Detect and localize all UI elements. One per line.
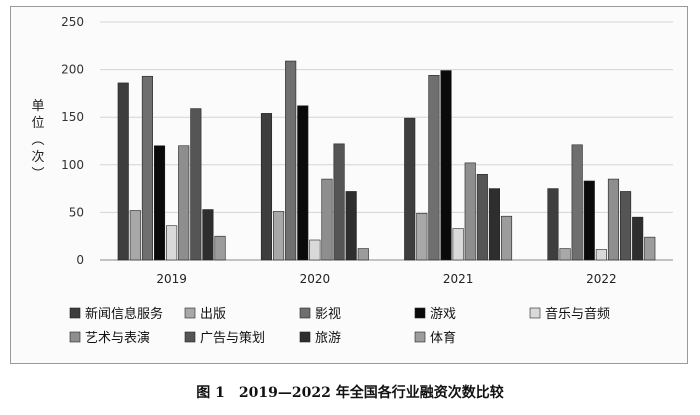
- bar: [141, 75, 153, 261]
- x-tick-label: 2022: [586, 272, 617, 286]
- bar: [273, 211, 285, 261]
- legend-label: 旅游: [315, 331, 341, 346]
- bar: [153, 145, 166, 261]
- y-axis-label-char: ︶: [31, 167, 44, 182]
- bar: [464, 162, 476, 261]
- y-axis-label-char: 单: [31, 99, 44, 114]
- y-axis-label-char: ︵: [31, 133, 44, 148]
- legend-swatch: [529, 307, 541, 319]
- bar: [440, 70, 452, 261]
- y-tick-label: 50: [69, 205, 84, 219]
- bar: [117, 82, 129, 261]
- bar: [202, 209, 214, 261]
- bar: [500, 215, 513, 261]
- legend-swatch: [299, 307, 311, 319]
- legend-label: 广告与策划: [200, 330, 265, 346]
- bar: [178, 145, 190, 261]
- legend-swatch: [69, 307, 81, 319]
- y-axis-label-char: 位: [31, 116, 44, 131]
- bar: [452, 228, 464, 261]
- legend-swatch: [299, 331, 311, 343]
- bar: [190, 108, 202, 261]
- bar: [309, 239, 321, 261]
- bar: [595, 249, 607, 261]
- bar: [583, 180, 595, 261]
- bar: [632, 216, 644, 261]
- y-tick-label: 100: [61, 158, 84, 172]
- y-tick-label: 0: [76, 253, 84, 267]
- bar: [644, 236, 656, 261]
- x-tick-label: 2020: [300, 272, 331, 286]
- y-tick-label: 150: [61, 110, 84, 124]
- bar: [547, 188, 559, 261]
- legend-swatch: [184, 307, 196, 319]
- bar: [571, 144, 583, 261]
- bar: [416, 213, 428, 261]
- legend-label: 新闻信息服务: [85, 306, 163, 322]
- legend-swatch: [414, 307, 426, 319]
- bar: [260, 113, 273, 261]
- bar: [476, 174, 488, 261]
- bar: [214, 235, 226, 261]
- bar: [357, 248, 369, 261]
- bar: [404, 117, 416, 261]
- bar: [321, 178, 333, 261]
- bar: [333, 143, 345, 261]
- y-tick-label: 200: [61, 63, 84, 77]
- x-tick-label: 2019: [156, 272, 187, 286]
- bar-chart: 0 50 100 150 200 250 单位 ︵次 ︶ 2019 2020 2021 2022 新闻信息…: [31, 15, 673, 346]
- y-tick-label: 250: [61, 15, 84, 29]
- legend-label: 影视: [315, 307, 341, 322]
- bar: [607, 178, 620, 261]
- bar: [166, 225, 178, 261]
- legend-label: 音乐与音频: [545, 306, 610, 322]
- bar: [297, 105, 309, 261]
- figure-caption: 图 1 2019—2022 年全国各行业融资次数比较: [196, 385, 504, 401]
- bar: [488, 188, 500, 261]
- bar: [345, 191, 357, 261]
- legend-label: 体育: [430, 330, 456, 346]
- legend-swatch: [184, 331, 196, 343]
- y-axis-label-char: 次: [31, 149, 44, 165]
- x-tick-label: 2021: [443, 272, 474, 286]
- bar: [620, 191, 632, 261]
- legend-label: 出版: [200, 307, 226, 322]
- bar: [559, 248, 571, 261]
- bar: [129, 210, 141, 261]
- bar: [285, 60, 297, 261]
- bar: [428, 75, 440, 261]
- legend-label: 游戏: [430, 307, 456, 322]
- legend-label: 艺术与表演: [85, 330, 150, 346]
- legend-swatch: [414, 331, 426, 343]
- legend-swatch: [69, 331, 81, 343]
